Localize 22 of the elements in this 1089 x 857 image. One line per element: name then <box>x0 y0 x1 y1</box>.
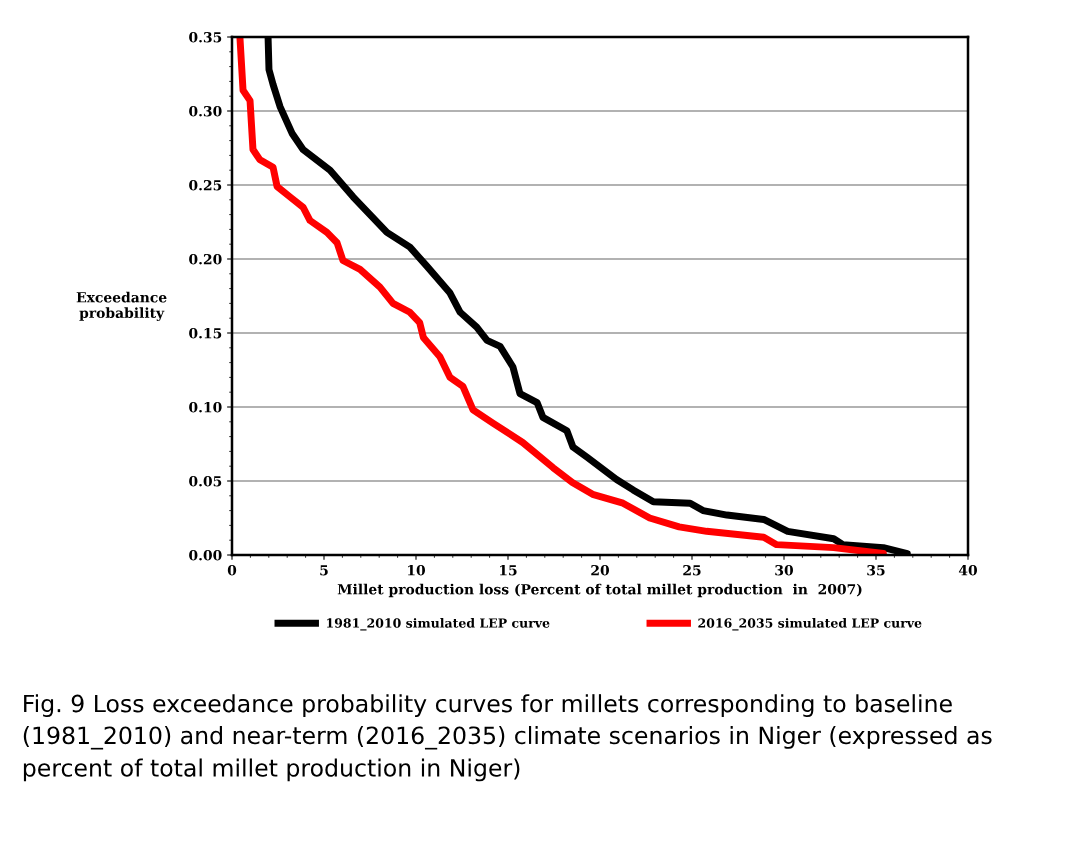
y-tick-label: 0.30 <box>189 105 222 117</box>
y-tick-label: 0.00 <box>189 549 222 561</box>
y-tick-label: 0.10 <box>189 401 222 413</box>
x-tick-label: 0 <box>227 564 237 576</box>
x-tick-label: 15 <box>500 564 517 576</box>
x-tick-label: 30 <box>775 564 794 576</box>
x-tick-label: 35 <box>867 564 885 576</box>
y-axis-title: Exceedance probability <box>76 291 167 321</box>
x-axis-title: Millet production loss (Percent of total millet production in 2007) <box>337 583 862 598</box>
caption: Fig. 9 Loss exceedance probability curves for millets corresponding to baseline (1981_2010) and near-term (2016_2035) climate scenarios in Niger (expressed as percent of total millet production in Niger) <box>23 694 992 782</box>
x-tick-label: 40 <box>958 564 978 576</box>
y-tick-label: 0.35 <box>189 31 222 43</box>
x-tick-label: 10 <box>408 564 426 576</box>
legend-label: 1981_2010 simulated LEP curve <box>327 618 550 631</box>
y-tick-label: 0.05 <box>189 475 222 487</box>
legend-label: 2016_2035 simulated LEP curve <box>698 618 922 631</box>
x-tick-label: 25 <box>683 564 701 576</box>
y-tick-label: 0.20 <box>189 253 222 265</box>
x-tick-label: 5 <box>320 565 328 576</box>
y-tick-label: 0.25 <box>189 179 222 191</box>
x-tick-label: 20 <box>591 564 610 576</box>
y-tick-label: 0.15 <box>189 327 222 339</box>
